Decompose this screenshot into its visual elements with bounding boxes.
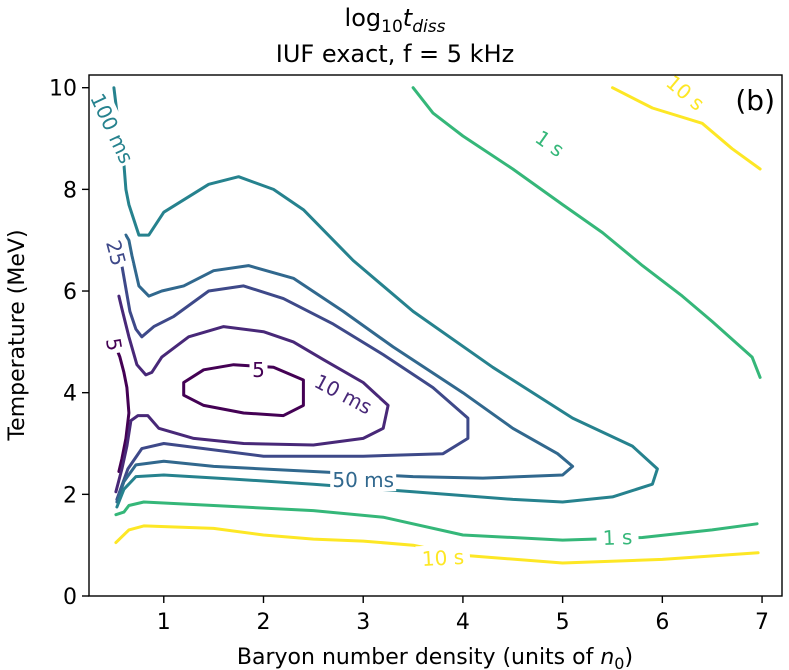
title-log: log	[345, 4, 382, 32]
title-t: t	[403, 4, 414, 32]
x-tick-label: 3	[356, 610, 370, 635]
contour-10ms-2	[114, 294, 390, 494]
contour-label-group-6: 1 s	[526, 120, 575, 165]
contour-10s-8	[611, 86, 762, 171]
contour-label-group-7: 1 s	[596, 523, 639, 550]
y-tick-label: 2	[63, 483, 77, 508]
x-tick-label: 5	[556, 610, 570, 635]
contour-label-bg	[85, 87, 141, 169]
contour-label-bg	[101, 333, 129, 356]
contour-label-bg	[657, 65, 715, 119]
contour-label-group-3: 5	[249, 356, 268, 382]
chart-title-line2: IUF exact, f = 5 kHz	[276, 40, 514, 68]
y-axis-ticks: 0 2 4 6 8 10	[49, 77, 89, 610]
contour-label-bg	[526, 120, 575, 165]
contour-1s-6	[411, 86, 762, 379]
contour-label-group-5: 50 ms	[330, 467, 397, 492]
x-tick-label: 2	[256, 610, 270, 635]
y-tick-label: 8	[63, 178, 77, 203]
plot-frame	[88, 74, 783, 597]
contour-label: 5	[252, 358, 265, 382]
contour-25ms-3	[115, 259, 470, 501]
contour-label-bg	[308, 367, 379, 420]
title-t-sub: diss	[412, 17, 445, 37]
contour-label: 10 ms	[310, 369, 376, 419]
contour-label-bg	[101, 235, 133, 271]
title-log-base: 10	[381, 17, 403, 37]
y-tick-label: 0	[63, 585, 77, 610]
contour-100ms-5	[112, 86, 659, 509]
contour-label-bg	[249, 356, 268, 381]
contour-label-bg	[330, 467, 397, 492]
panel-label: (b)	[735, 84, 775, 117]
contour-label-group-0: 100 ms	[85, 87, 141, 169]
contour-label-bg	[596, 523, 639, 550]
contour-label-group-4: 10 ms	[308, 367, 379, 420]
xlabel-n-sub: 0	[614, 654, 624, 670]
contour-label-group-2: 5	[101, 333, 129, 356]
y-axis-label: Temperature (MeV)	[5, 229, 30, 441]
x-axis-ticks: 1 2 3 4 5 6 7	[157, 596, 769, 635]
x-axis-label: Baryon number density (units of n0)	[237, 645, 633, 670]
contour-label: 100 ms	[85, 90, 138, 168]
xlabel-n: n	[600, 645, 614, 670]
xlabel-prefix: Baryon number density (units of	[237, 645, 600, 670]
contour-label: 5	[101, 336, 127, 353]
y-tick-label: 6	[63, 280, 77, 305]
contour-lines	[112, 86, 762, 565]
x-tick-label: 1	[157, 610, 171, 635]
x-tick-label: 4	[456, 610, 470, 635]
chart-title-line1: log10tdiss	[345, 4, 446, 37]
contour-5ms-0	[182, 363, 305, 418]
contour-50ms-4	[115, 233, 575, 504]
contour-5ms-1	[114, 345, 131, 473]
contour-label: 1 s	[602, 525, 632, 550]
contour-label-group-9: 10 s	[415, 543, 471, 571]
y-tick-label: 4	[63, 382, 77, 407]
x-tick-label: 6	[655, 610, 669, 635]
contour-10s-9	[114, 524, 760, 565]
contour-1s-7	[114, 500, 759, 542]
contour-label: 50 ms	[332, 468, 394, 492]
contour-label-group-1: 25	[101, 235, 133, 271]
y-tick-label: 10	[49, 77, 77, 102]
contour-label: 10 s	[421, 545, 464, 571]
contour-label-bg	[415, 543, 471, 571]
xlabel-suffix: )	[624, 645, 633, 670]
x-tick-label: 7	[755, 610, 769, 635]
